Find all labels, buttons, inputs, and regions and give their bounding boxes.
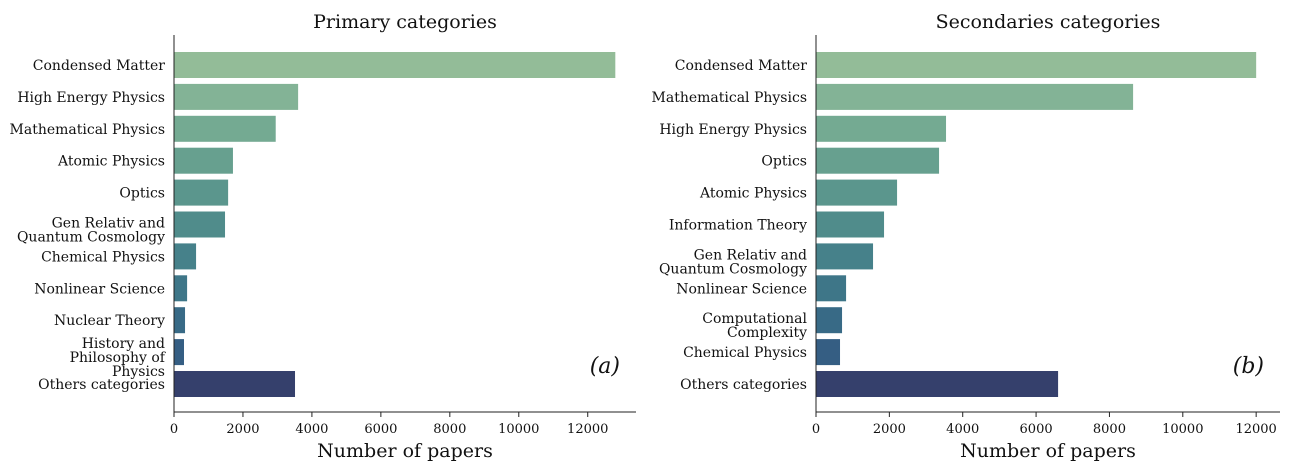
bar — [816, 211, 885, 238]
y-tick-label: Others categories — [680, 377, 807, 393]
y-tick-label: Optics — [119, 186, 165, 202]
y-tick-label: Others categories — [38, 377, 165, 393]
y-tick-label: Nuclear Theory — [54, 313, 165, 329]
bar — [174, 339, 184, 366]
bar — [816, 179, 898, 206]
bar — [816, 307, 843, 334]
bar — [816, 115, 947, 142]
annotation: (b) — [1233, 354, 1264, 379]
y-tick-label: Condensed Matter — [675, 58, 808, 74]
bar — [174, 115, 276, 142]
bar — [816, 339, 841, 366]
y-tick-label: Atomic Physics — [57, 154, 165, 170]
x-tick-label: 8000 — [1093, 422, 1126, 437]
x-tick-label: 4000 — [295, 422, 328, 437]
y-tick-label: High Energy Physics — [17, 90, 165, 106]
bar — [816, 83, 1134, 110]
y-tick-label: Optics — [761, 154, 807, 170]
bar — [174, 307, 186, 334]
y-tick-label: Nonlinear Science — [676, 281, 807, 297]
bar — [174, 275, 188, 302]
x-tick-label: 10000 — [1162, 422, 1203, 437]
x-tick-label: 0 — [170, 422, 178, 437]
y-tick-label: Atomic Physics — [699, 186, 807, 202]
bar — [816, 243, 874, 270]
bar — [174, 211, 226, 238]
x-tick-label: 10000 — [498, 422, 539, 437]
x-axis-label: Number of papers — [317, 440, 493, 461]
bar — [174, 52, 616, 78]
chart-title: Secondaries categories — [936, 11, 1161, 33]
bar — [174, 371, 296, 397]
y-tick-label: Mathematical Physics — [10, 122, 165, 138]
annotation: (a) — [590, 354, 620, 379]
bar — [816, 275, 847, 302]
y-tick-label: High Energy Physics — [659, 122, 807, 138]
bar — [174, 147, 233, 174]
y-tick-label: Gen Relativ and Quantum Cosmology — [659, 247, 807, 277]
bar — [174, 179, 229, 206]
x-tick-label: 8000 — [433, 422, 466, 437]
y-tick-label: Computational Complexity — [702, 311, 807, 341]
x-tick-label: 2000 — [873, 422, 906, 437]
y-tick-label: Chemical Physics — [683, 345, 807, 361]
x-tick-label: 2000 — [226, 422, 259, 437]
bar — [174, 83, 299, 110]
bar — [816, 371, 1059, 397]
y-tick-label: Gen Relativ and Quantum Cosmology — [17, 216, 165, 246]
bar — [816, 52, 1257, 78]
x-tick-label: 12000 — [567, 422, 608, 437]
y-tick-label: Condensed Matter — [33, 58, 166, 74]
bar — [816, 147, 940, 174]
x-tick-label: 0 — [812, 422, 820, 437]
x-tick-label: 6000 — [364, 422, 397, 437]
y-tick-label: Mathematical Physics — [652, 90, 807, 106]
y-tick-label: Information Theory — [669, 218, 807, 234]
x-tick-label: 6000 — [1020, 422, 1053, 437]
y-tick-label: Chemical Physics — [41, 249, 165, 265]
x-tick-label: 4000 — [946, 422, 979, 437]
bar — [174, 243, 197, 270]
chart-title: Primary categories — [313, 11, 497, 33]
y-tick-label: History and Philosophy of Physics — [70, 336, 167, 380]
x-tick-label: 12000 — [1235, 422, 1276, 437]
y-tick-label: Nonlinear Science — [34, 281, 165, 297]
x-axis-label: Number of papers — [960, 440, 1136, 461]
